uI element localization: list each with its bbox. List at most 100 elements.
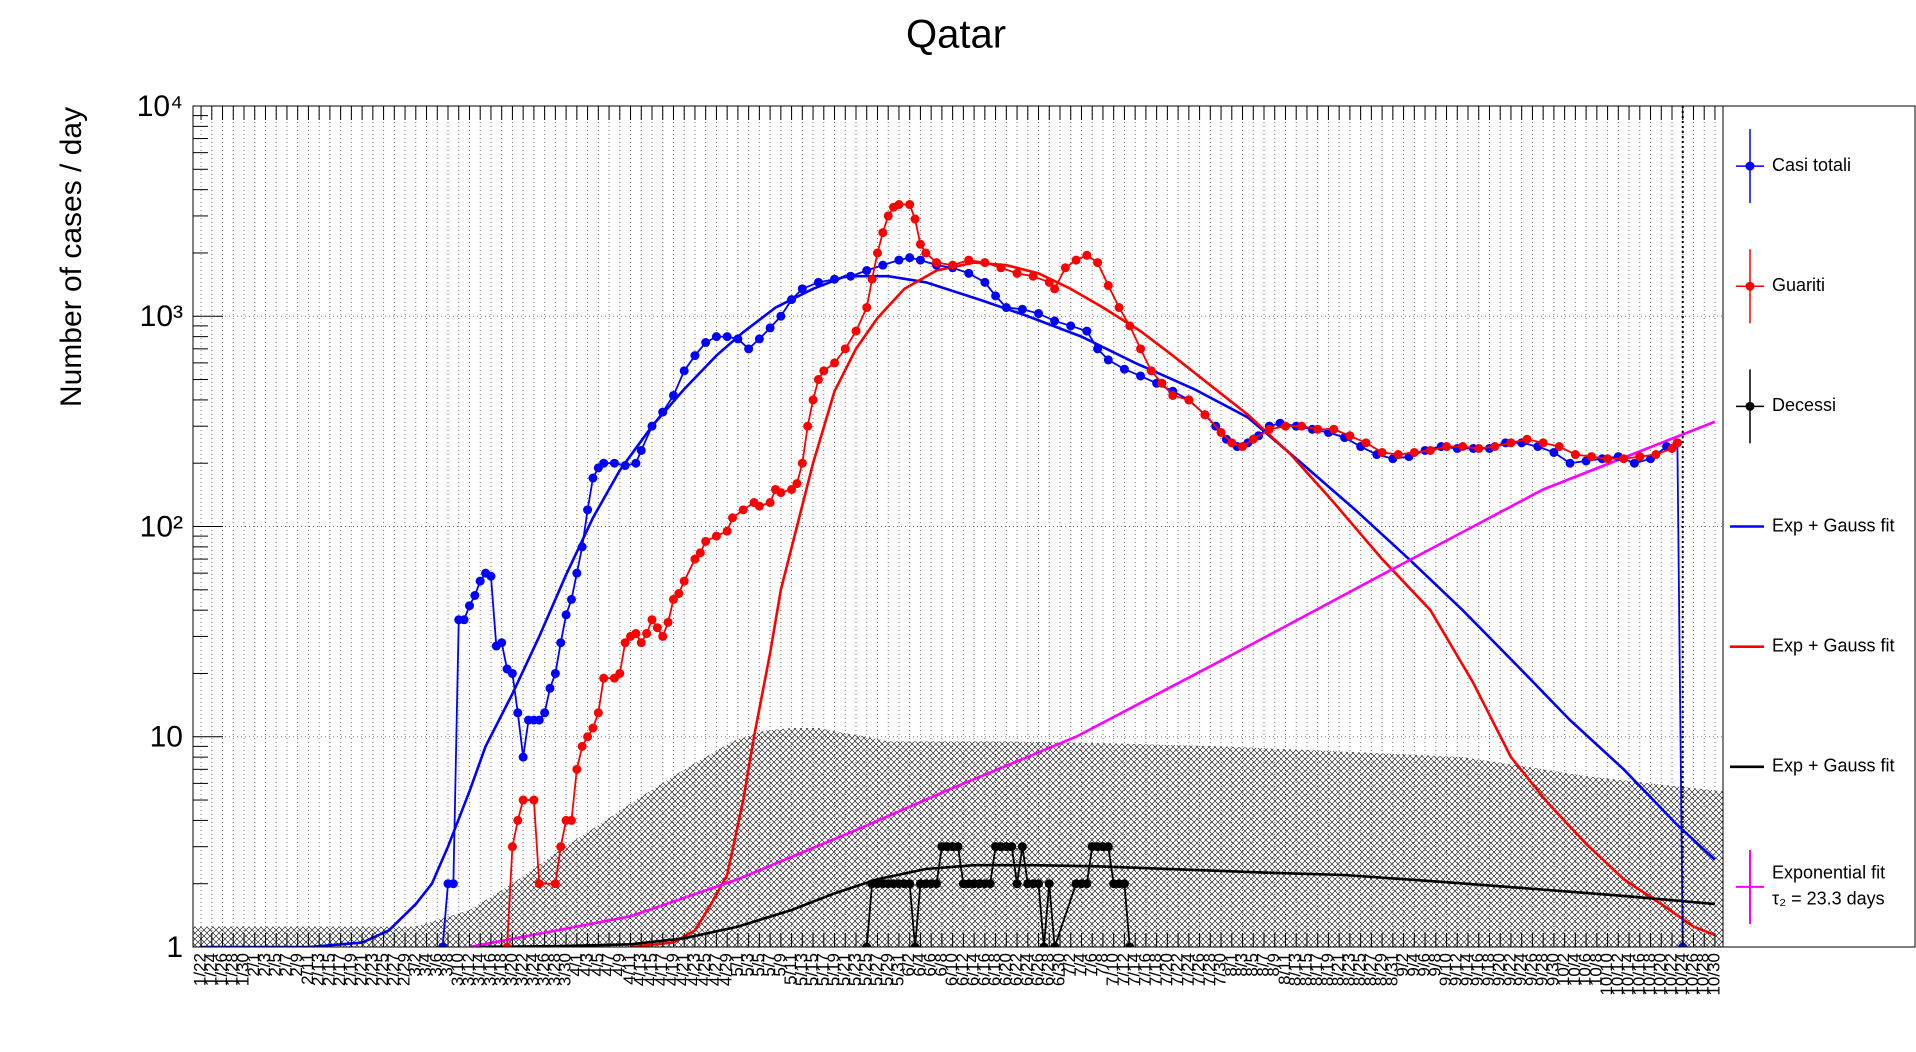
x-tick-label: 1/28: [223, 953, 242, 986]
data-point: [1017, 304, 1027, 314]
x-tick-label: 6/18: [985, 953, 1004, 986]
data-point: [658, 407, 668, 417]
data-point: [540, 708, 550, 718]
x-tick-label: 4/21: [674, 953, 693, 986]
x-tick-label: 4/1: [566, 953, 585, 977]
data-point: [518, 752, 528, 762]
data-point: [1672, 438, 1682, 448]
data-point: [728, 513, 738, 523]
data-point: [475, 576, 485, 586]
x-tick-label: 8/23: [1339, 953, 1358, 986]
x-tick-label: 5/19: [824, 953, 843, 986]
data-point: [1297, 421, 1307, 431]
data-point: [636, 445, 646, 455]
data-point: [550, 879, 560, 889]
x-tick-label: 7/30: [1211, 953, 1230, 986]
data-point: [1050, 316, 1060, 326]
x-tick-label: 9/12: [1447, 953, 1466, 986]
x-tick-label: 9/14: [1457, 953, 1476, 986]
x-tick-label: 7/6: [1082, 953, 1101, 977]
data-point: [513, 815, 523, 825]
data-point: [497, 638, 507, 648]
x-tick-label: 7/4: [1071, 953, 1090, 977]
data-point: [1554, 442, 1564, 452]
data-point: [733, 334, 743, 344]
x-tick-label: 4/11: [620, 953, 639, 985]
x-tick-label: 3/24: [523, 953, 542, 986]
data-point: [722, 526, 732, 536]
data-point: [577, 741, 587, 751]
data-point: [910, 214, 920, 224]
x-tick-label: 3/22: [513, 953, 532, 986]
chart-title: Qatar: [906, 13, 1006, 57]
data-point: [1119, 364, 1129, 374]
x-tick-label: 5/9: [770, 953, 789, 977]
data-point: [905, 253, 915, 263]
data-point: [1093, 344, 1103, 354]
data-point: [620, 638, 630, 648]
data-point: [652, 623, 662, 633]
data-point: [636, 638, 646, 648]
x-tick-label: 7/12: [1114, 953, 1133, 986]
data-point: [1651, 450, 1661, 460]
x-tick-label: 2/19: [341, 953, 360, 986]
x-tick-label: 2/3: [255, 953, 274, 977]
x-tick-label: 6/26: [1028, 953, 1047, 986]
x-tick-label: 3/30: [556, 953, 575, 986]
x-tick-label: 9/4: [1404, 953, 1423, 977]
data-point: [754, 501, 764, 511]
x-tick-label: 9/10: [1436, 953, 1455, 986]
x-tick-label: 3/14: [470, 953, 489, 986]
x-tick-label: 4/17: [652, 953, 671, 986]
x-tick-label: 5/21: [835, 953, 854, 986]
data-point: [711, 531, 721, 541]
data-point: [647, 421, 657, 431]
data-point: [550, 668, 560, 678]
legend: Casi totali Guariti Decessi Exp + Gauss fit…: [1722, 105, 1916, 948]
data-point: [1028, 271, 1038, 281]
data-point: [1119, 879, 1129, 889]
data-point: [1034, 309, 1044, 319]
x-tick-label: 7/26: [1189, 953, 1208, 986]
data-point: [701, 338, 711, 348]
data-point: [1125, 321, 1135, 331]
data-point: [953, 842, 963, 852]
data-point: [1001, 303, 1011, 313]
data-point: [878, 228, 888, 238]
axes: 1/221/241/261/281/302/12/32/52/72/92/112…: [137, 90, 1724, 996]
x-tick-label: 9/18: [1479, 953, 1498, 986]
x-tick-label: 3/12: [459, 953, 478, 986]
x-tick-label: 4/23: [684, 953, 703, 986]
x-tick-label: 10/28: [1694, 953, 1713, 996]
data-point: [1227, 438, 1237, 448]
x-tick-label: 4/5: [588, 953, 607, 977]
data-point: [1136, 344, 1146, 354]
x-tick-label: 3/28: [545, 953, 564, 986]
fit-line: [630, 261, 1716, 947]
x-tick-label: 8/13: [1286, 953, 1305, 986]
x-tick-label: 4/7: [599, 953, 618, 977]
data-point: [915, 239, 925, 249]
x-tick-label: 10/4: [1565, 953, 1584, 986]
data-point: [878, 260, 888, 270]
x-tick-label: 2/13: [309, 953, 328, 986]
data-point: [1635, 452, 1645, 462]
data-point: [964, 255, 974, 265]
data-point: [1280, 421, 1290, 431]
x-tick-label: 2/17: [330, 953, 349, 986]
data-point: [464, 601, 474, 611]
data-point: [438, 942, 448, 947]
x-tick-label: 6/22: [1007, 953, 1026, 986]
data-point: [830, 358, 840, 368]
data-point: [846, 271, 856, 281]
data-point: [518, 795, 528, 805]
data-point: [744, 344, 754, 354]
data-point: [556, 638, 566, 648]
data-point: [840, 344, 850, 354]
x-tick-label: 10/6: [1576, 953, 1595, 986]
data-point: [910, 942, 920, 947]
x-tick-label: 7/24: [1178, 953, 1197, 986]
x-tick-label: 5/25: [856, 953, 875, 986]
data-point: [883, 211, 893, 221]
